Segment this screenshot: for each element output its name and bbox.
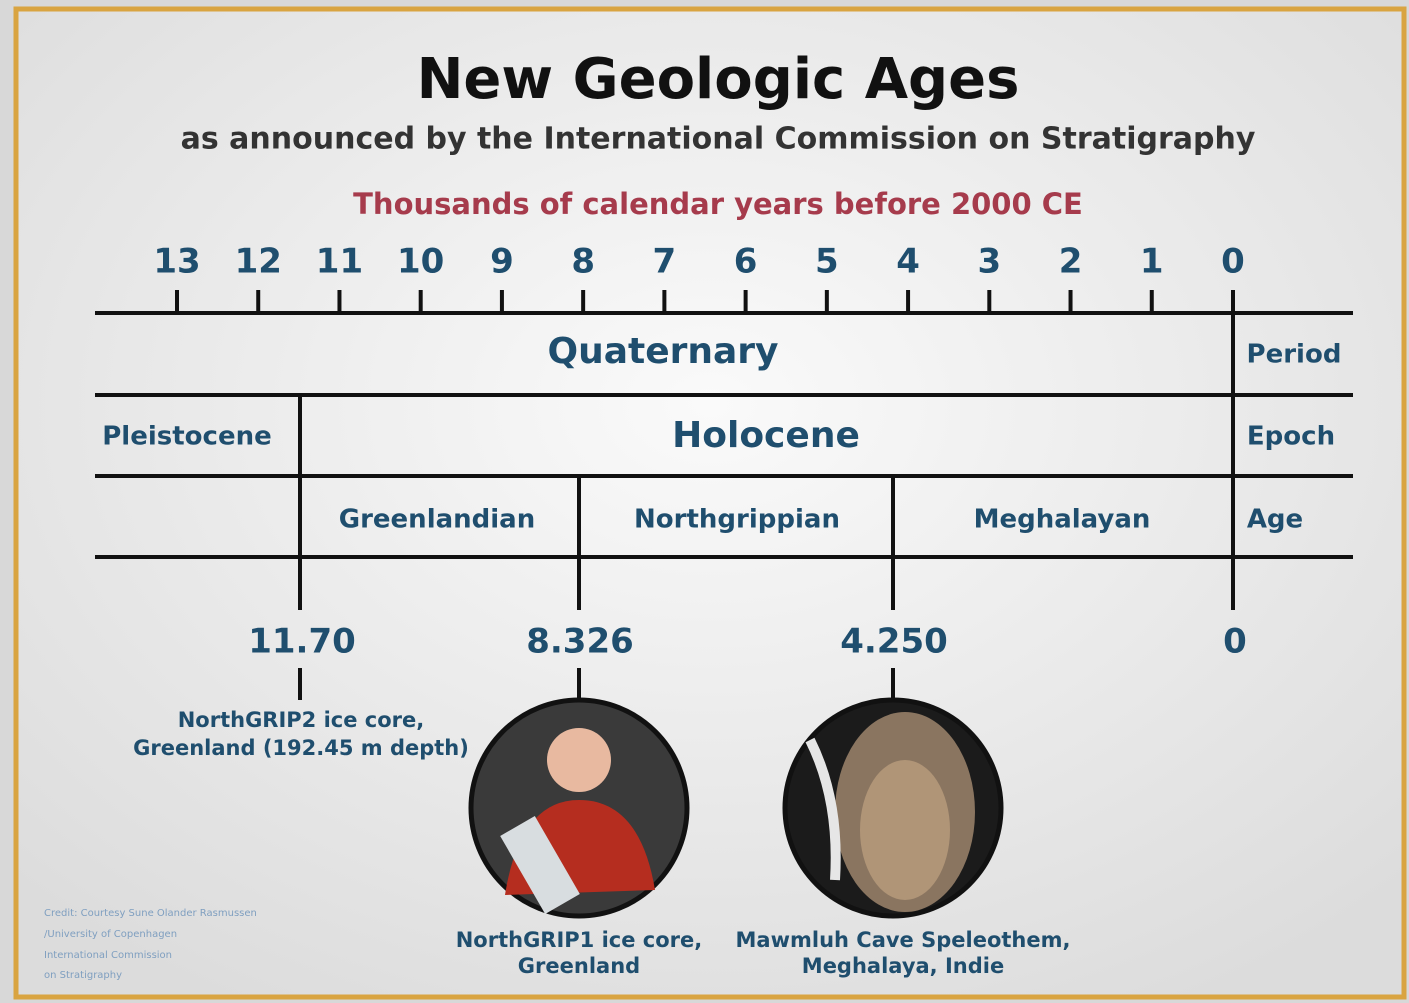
boundary-age: 8.326: [526, 622, 634, 662]
tick-label: 9: [490, 242, 514, 282]
tick-label: 5: [815, 242, 839, 282]
photo-speleothem: [785, 700, 1001, 916]
source-caption: NorthGRIP1 ice core,: [456, 928, 703, 952]
credit-line: Credit: Courtesy Sune Olander Rasmussen: [44, 908, 257, 919]
age-name: Meghalayan: [974, 505, 1151, 535]
source-caption: Greenland: [518, 954, 640, 978]
age-name: Northgrippian: [634, 505, 840, 535]
subtitle: as announced by the International Commis…: [181, 122, 1256, 157]
tick-label: 11: [316, 242, 363, 282]
row-label: Age: [1247, 505, 1303, 535]
tick-label: 0: [1221, 242, 1245, 282]
source-caption: Greenland (192.45 m depth): [133, 736, 469, 760]
tick-label: 1: [1140, 242, 1164, 282]
photo-ice-core: [471, 700, 687, 916]
source-caption: NorthGRIP2 ice core,: [178, 708, 425, 732]
age-name: Greenlandian: [339, 505, 536, 535]
credit-line: /University of Copenhagen: [44, 929, 177, 940]
tick-label: 4: [896, 242, 920, 282]
tick-label: 7: [653, 242, 677, 282]
period-name: Quaternary: [547, 331, 778, 372]
tick-label: 10: [397, 242, 444, 282]
boundary-age: 4.250: [840, 622, 948, 662]
row-label: Epoch: [1247, 422, 1335, 452]
tick-label: 3: [977, 242, 1001, 282]
boundary-age: 0: [1223, 622, 1247, 662]
epoch-name: Pleistocene: [102, 422, 271, 452]
source-caption: Meghalaya, Indie: [802, 954, 1004, 978]
epoch-name: Holocene: [672, 415, 860, 456]
credit-line: International Commission: [44, 950, 172, 961]
infographic: New Geologic Ages as announced by the In…: [0, 0, 1409, 1003]
boundary-age: 11.70: [248, 622, 356, 662]
tick-label: 12: [235, 242, 282, 282]
source-caption: Mawmluh Cave Speleothem,: [736, 928, 1071, 952]
frame: [16, 9, 1404, 997]
tick-label: 13: [153, 242, 200, 282]
tick-label: 8: [571, 242, 595, 282]
credit-line: on Stratigraphy: [44, 970, 122, 981]
axis-label: Thousands of calendar years before 2000 …: [353, 187, 1083, 221]
tick-label: 6: [734, 242, 758, 282]
title: New Geologic Ages: [417, 47, 1020, 112]
row-label: Period: [1247, 340, 1342, 370]
tick-label: 2: [1059, 242, 1083, 282]
